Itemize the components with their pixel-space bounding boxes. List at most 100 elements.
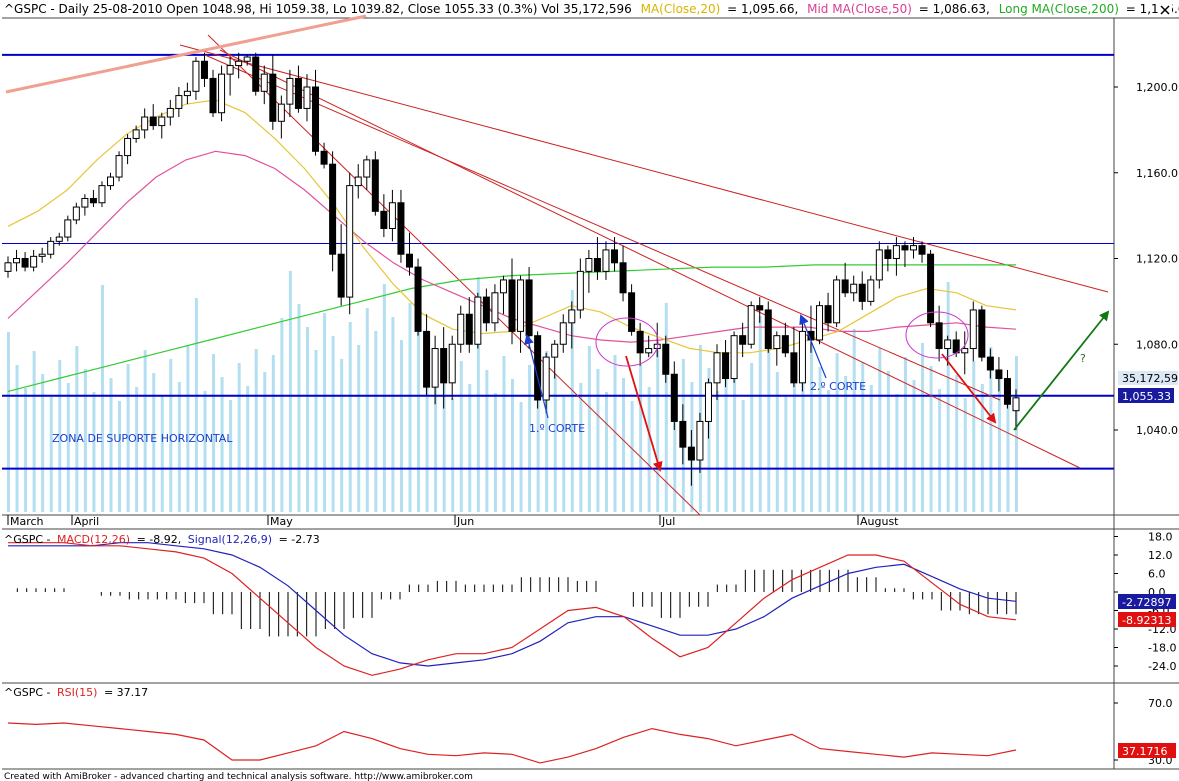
price-tick-label: 1,080.0 [1136, 338, 1178, 351]
candle-body [235, 60, 243, 67]
candle-body [448, 343, 456, 384]
volume-bar [288, 271, 292, 512]
candle-body [739, 335, 747, 345]
candle-body [226, 65, 234, 75]
volume-bar [49, 397, 53, 512]
volume-bar [41, 374, 45, 512]
volume-bar [66, 383, 70, 512]
volume-bar [579, 383, 583, 512]
candle-body [21, 258, 29, 268]
candle-body [559, 322, 567, 345]
volume-bar [741, 400, 745, 512]
volume-bar [194, 298, 198, 512]
volume-bar [963, 398, 967, 512]
volume-bars [7, 271, 1018, 512]
volume-bar [972, 361, 976, 512]
volume-bar [895, 394, 899, 512]
candle-body [756, 305, 764, 311]
signal-line [8, 542, 1017, 667]
volume-bar [946, 282, 950, 512]
volume-bar [357, 345, 361, 512]
volume-bar [835, 353, 839, 512]
rsi-label: RSI(15) [57, 686, 97, 699]
close-badge-bg [1118, 388, 1174, 403]
candle-body [303, 86, 311, 109]
candle-body [405, 253, 413, 268]
candle-body [269, 73, 277, 122]
volume-bar [511, 379, 514, 512]
candle-body [841, 279, 849, 294]
volume-bar [323, 313, 327, 512]
volume-bar [861, 362, 865, 512]
ma20-value: = 1,095.66, [727, 2, 798, 16]
candle-body [568, 309, 576, 324]
volume-bar [280, 318, 284, 512]
signal-badge-bg [1118, 594, 1176, 609]
volume-bar [143, 350, 147, 512]
volume-bar [451, 398, 455, 512]
candle-body [1003, 378, 1011, 405]
volume-bar [869, 385, 873, 512]
candle-body [98, 185, 106, 204]
signal-label: Signal(12,26,9) [188, 533, 272, 546]
volume-bar [912, 380, 916, 512]
macd-badge-bg [1118, 612, 1176, 627]
rsi-panel: 70.030.037.1716 [7, 697, 1176, 767]
rsi-tick-label: 70.0 [1148, 697, 1173, 710]
volume-bar [442, 375, 446, 512]
candle-body [363, 159, 371, 178]
month-label: Jun [456, 515, 474, 528]
footer-credit: Created with AmiBroker - advanced charti… [4, 772, 473, 781]
volume-bar [758, 316, 762, 512]
volume-bar [767, 349, 771, 512]
candle-body [730, 335, 738, 380]
candle-body [141, 116, 149, 131]
month-label: May [270, 515, 293, 528]
question-mark-label: ? [1080, 352, 1086, 365]
candle-body [491, 292, 499, 324]
rsi-badge: 37.1716 [1122, 745, 1168, 758]
candle-body [183, 90, 191, 97]
month-axis: March April May Jun Jul August [7, 515, 899, 528]
volume-bar [903, 357, 907, 512]
candle-body [704, 382, 712, 422]
volume-bar [570, 290, 574, 512]
volume-bar [365, 308, 369, 512]
volume-bar [305, 327, 309, 512]
volume-bar [622, 378, 626, 512]
trendline [204, 54, 1001, 401]
macd-label: MACD(12,26) [57, 533, 130, 546]
volume-bar [1006, 393, 1010, 512]
volume-bar [536, 388, 540, 512]
volume-bar [468, 384, 472, 512]
ma50-value: = 1,086.63, [919, 2, 990, 16]
volume-bar [109, 378, 113, 512]
volume-bar [374, 331, 378, 512]
candle-body [892, 245, 900, 259]
volume-bar [32, 351, 36, 512]
candle-body [380, 210, 388, 229]
chart-summary: ^GSPC - Daily 25-08-2010 Open 1048.98, H… [4, 2, 632, 16]
candle-body [482, 296, 490, 324]
candle-body [619, 262, 627, 294]
candle-body [918, 245, 926, 255]
price-tick-label: 1,040.0 [1136, 424, 1178, 437]
trendline [179, 44, 1109, 293]
candle-body [175, 95, 183, 109]
support-levels [2, 53, 1114, 470]
candle-body [115, 155, 123, 178]
volume-bar [408, 303, 412, 512]
candle-body [645, 348, 653, 354]
price-tick-label: 1,200.0 [1136, 81, 1178, 94]
volume-bar [519, 402, 523, 512]
candle-body [55, 236, 63, 242]
close-x-icon[interactable] [1158, 3, 1172, 16]
candle-body [824, 305, 832, 324]
candle-body [320, 150, 328, 165]
volume-bar [425, 349, 429, 512]
candle-body [773, 335, 781, 350]
candle-body [850, 283, 858, 294]
candle-body [670, 373, 678, 422]
candle-body [329, 163, 337, 255]
